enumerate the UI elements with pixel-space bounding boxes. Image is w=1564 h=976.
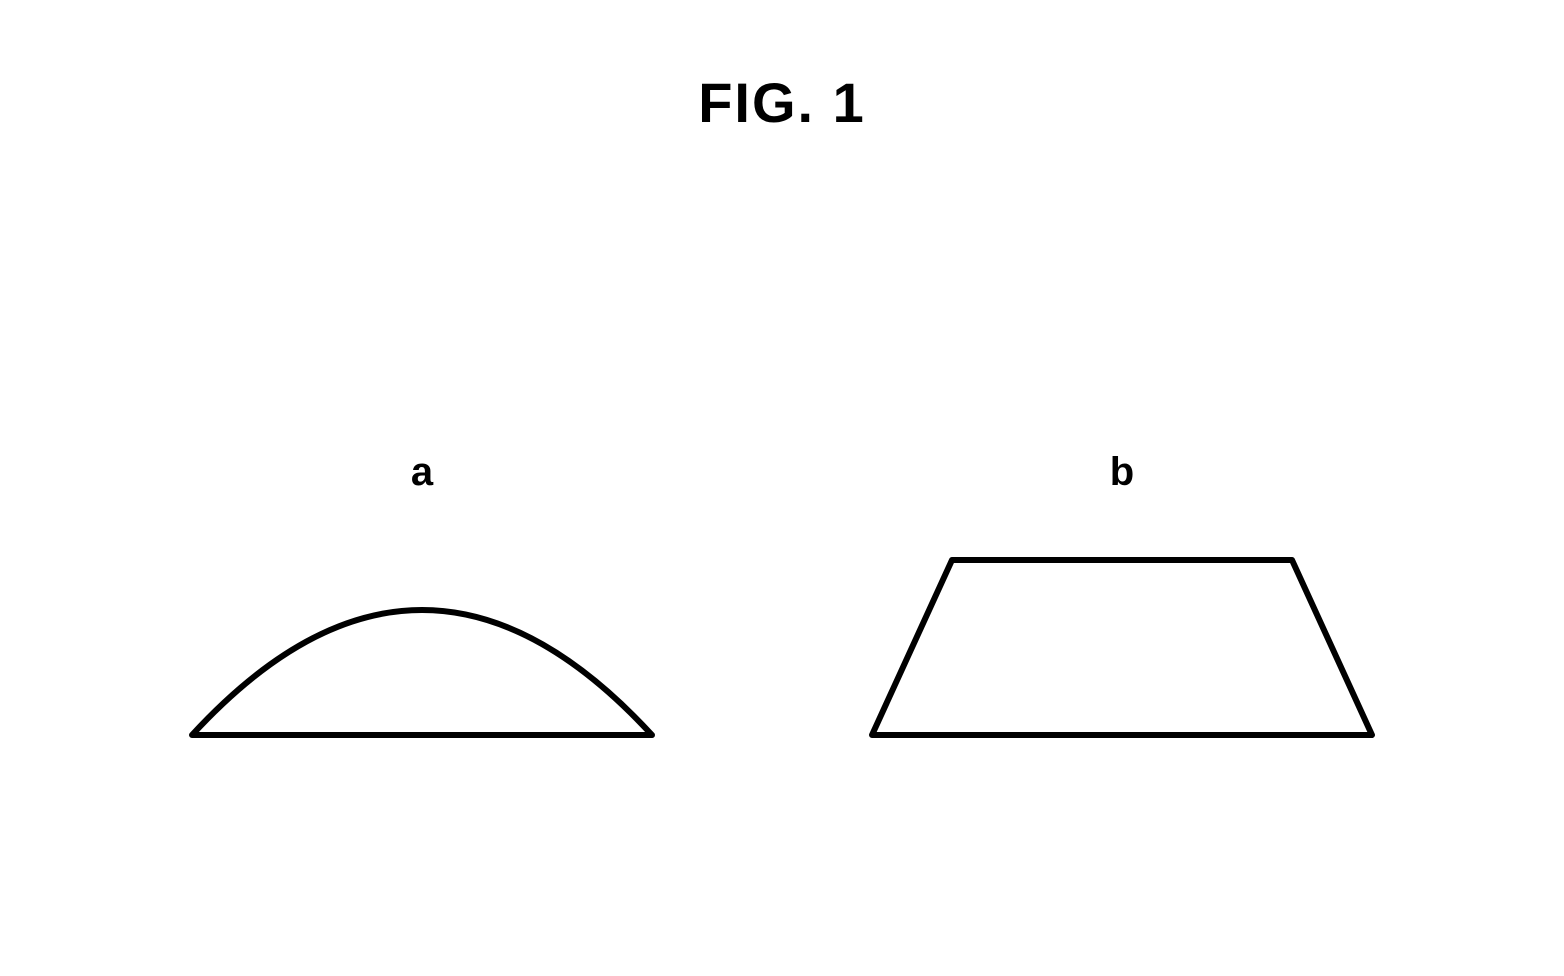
shape-label-a: a xyxy=(411,450,433,495)
shapes-container: a b xyxy=(0,450,1564,755)
shape-label-b: b xyxy=(1110,450,1134,495)
dome-shape-icon xyxy=(172,535,672,755)
dome-path xyxy=(192,610,652,735)
figure-title: FIG. 1 xyxy=(698,70,866,135)
shape-group-a: a xyxy=(172,450,672,755)
trapezoid-polygon xyxy=(872,560,1372,735)
trapezoid-shape-icon xyxy=(852,535,1392,755)
shape-group-b: b xyxy=(852,450,1392,755)
